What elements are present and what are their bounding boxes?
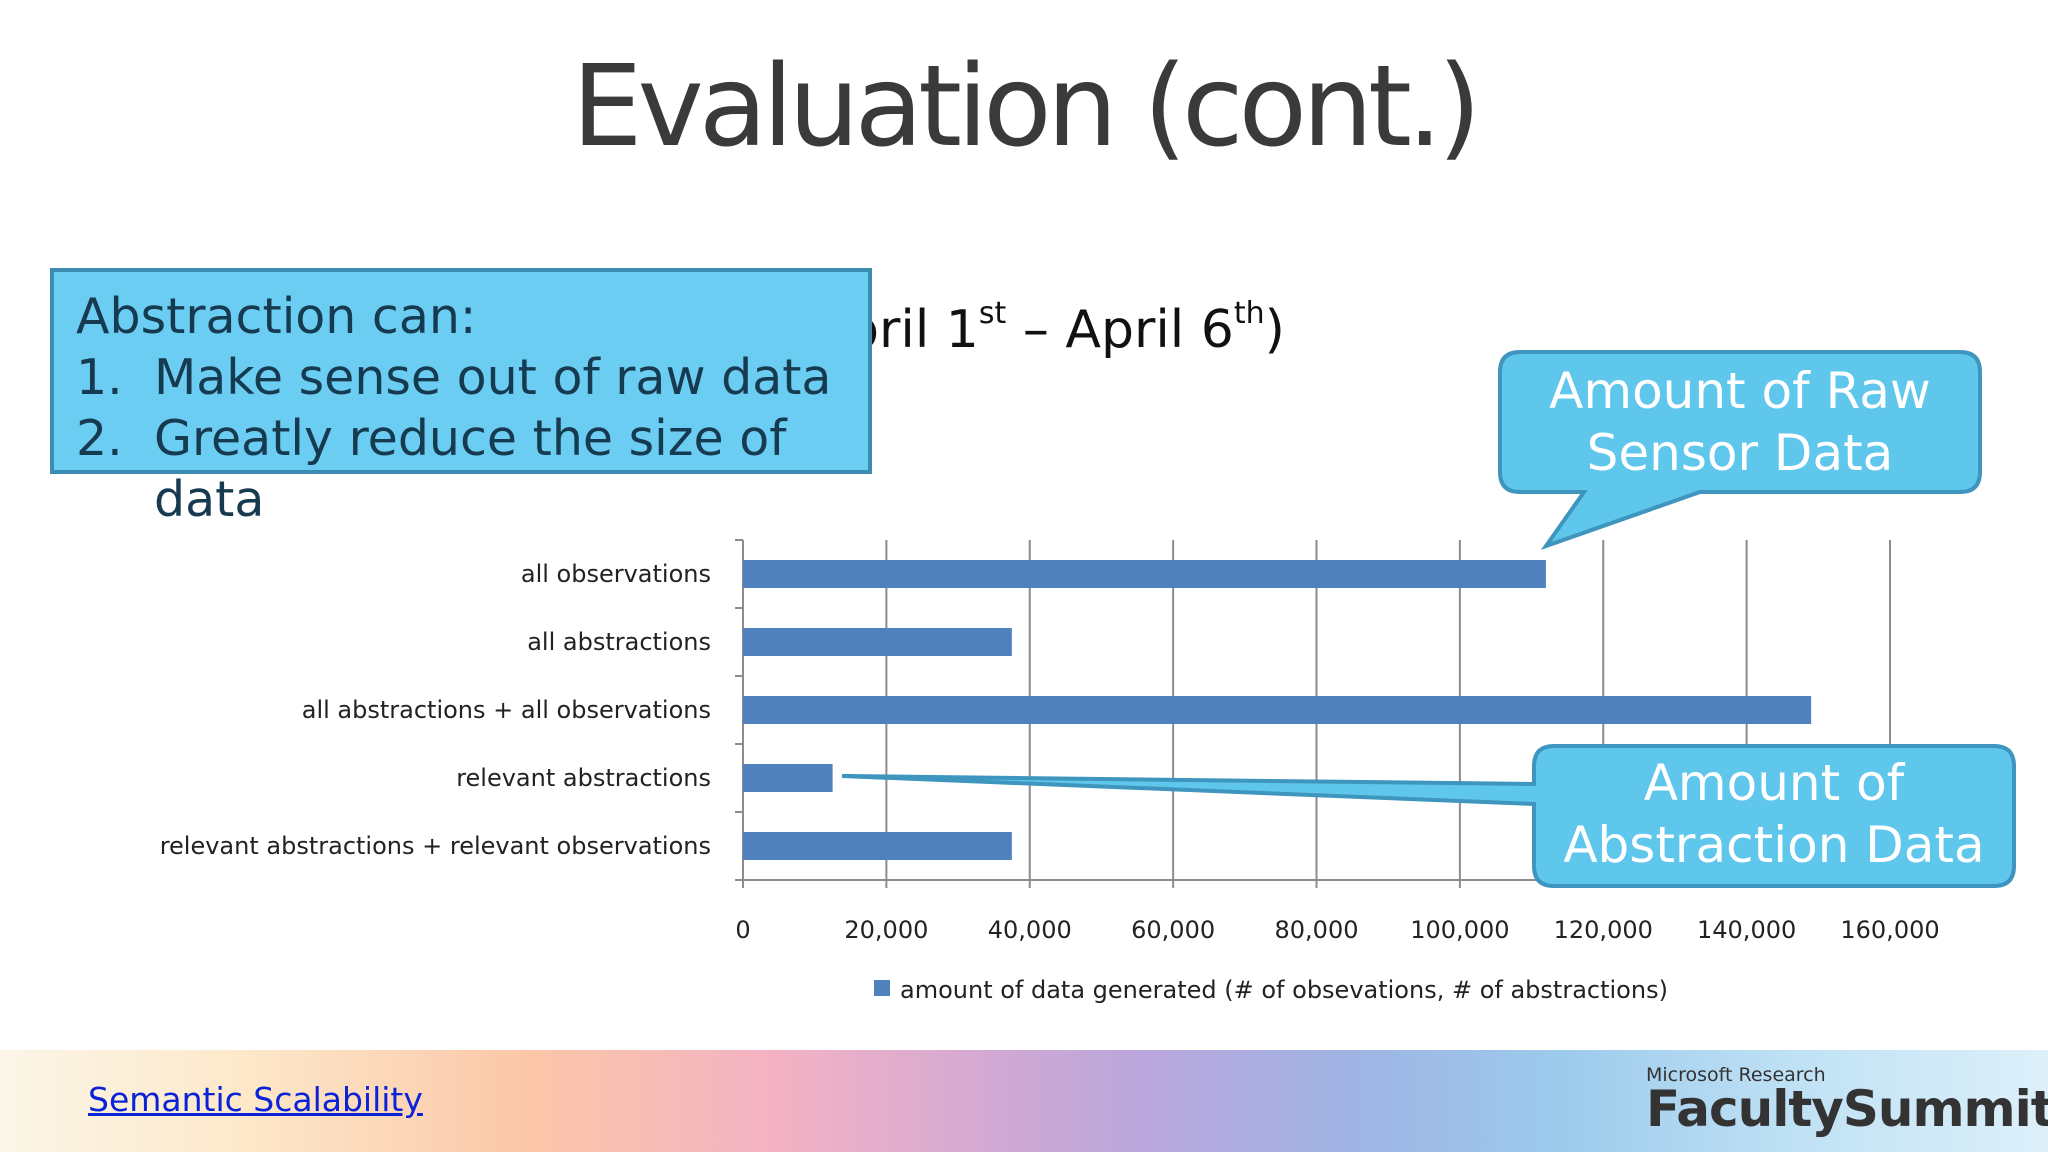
category-label: relevant abstractions + relevant observa… <box>160 832 711 860</box>
category-label: all abstractions <box>527 628 711 656</box>
category-label: all observations <box>521 560 711 588</box>
semantic-scalability-link[interactable]: Semantic Scalability <box>88 1080 423 1119</box>
abstraction-data-bubble: Amount of Abstraction Data <box>1534 746 2014 886</box>
abstraction-bubble-line-2: Abstraction Data <box>1563 816 1985 874</box>
x-tick-label: 160,000 <box>1840 916 1939 944</box>
raw-data-bubble-shape <box>1498 350 1982 550</box>
legend-label: amount of data generated (# of obsevatio… <box>900 976 1668 1004</box>
category-label: all abstractions + all observations <box>302 696 711 724</box>
legend-swatch <box>874 980 890 996</box>
bar <box>743 696 1812 724</box>
callout-item: 1. Make sense out of raw data <box>76 347 846 408</box>
faculty-summit-logo: Microsoft Research FacultySummit <box>1646 1064 2048 1144</box>
raw-bubble-line-2: Sensor Data <box>1586 424 1894 482</box>
x-tick-label: 40,000 <box>988 916 1072 944</box>
x-tick-label: 100,000 <box>1410 916 1509 944</box>
footer-gradient-band <box>0 1050 2048 1152</box>
callout-item-text: Make sense out of raw data <box>154 349 832 406</box>
callout-item-text: Greatly reduce the size of data <box>154 410 787 528</box>
raw-data-bubble: Amount of Raw Sensor Data <box>1500 352 1980 492</box>
subtitle-sup-1: st <box>978 296 1007 331</box>
subtitle-part-3: ) <box>1264 300 1285 360</box>
x-tick-label: 20,000 <box>844 916 928 944</box>
x-tick-label: 120,000 <box>1554 916 1653 944</box>
abstraction-bubble-line-1: Amount of <box>1643 754 1905 812</box>
subtitle-sup-2: th <box>1233 296 1265 331</box>
x-tick-label: 80,000 <box>1275 916 1359 944</box>
callout-item-number: 1. <box>76 349 123 406</box>
callout-list: 1. Make sense out of raw data 2. Greatly… <box>76 347 846 530</box>
x-tick-label: 60,000 <box>1131 916 1215 944</box>
x-tick-label: 0 <box>735 916 750 944</box>
callout-item-number: 2. <box>76 410 123 467</box>
category-label: relevant abstractions <box>456 764 711 792</box>
bar <box>743 832 1012 860</box>
bar <box>743 560 1546 588</box>
callout-heading: Abstraction can: <box>76 288 477 345</box>
brand-big-text: FacultySummit <box>1646 1080 2048 1138</box>
bar <box>743 764 833 792</box>
abstraction-callout: Abstraction can: 1. Make sense out of ra… <box>50 268 872 528</box>
x-tick-label: 140,000 <box>1697 916 1796 944</box>
raw-bubble-line-1: Amount of Raw <box>1549 362 1931 420</box>
bar <box>743 628 1012 656</box>
callout-item: 2. Greatly reduce the size of data <box>76 408 846 530</box>
abstraction-data-bubble-shape <box>841 744 2016 888</box>
subtitle-part-2: – April 6 <box>1006 300 1234 360</box>
slide-title: Evaluation (cont.) <box>571 42 1482 172</box>
brand-small-text: Microsoft Research <box>1646 1064 1826 1086</box>
chart-subtitle: pril 1st – April 6th) <box>846 299 1285 361</box>
